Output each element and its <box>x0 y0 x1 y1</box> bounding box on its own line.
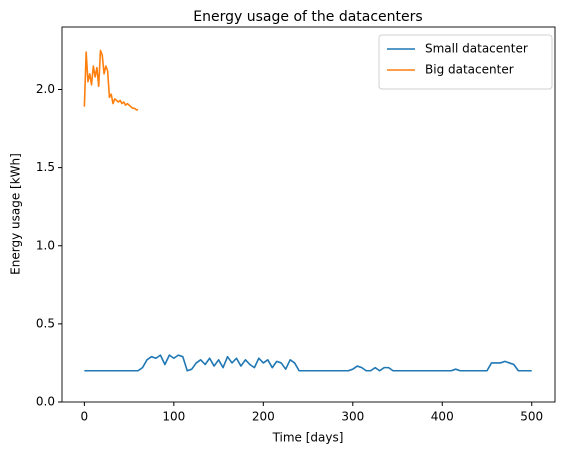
y-tick-label: 2.0 <box>36 82 55 96</box>
legend-box <box>378 34 553 90</box>
x-axis-label: Time [days] <box>272 431 344 445</box>
y-tick-label: 0.0 <box>36 395 55 409</box>
plot-frame <box>61 26 556 403</box>
legend-label: Small datacenter <box>425 42 528 56</box>
y-tick-label: 0.5 <box>36 316 55 330</box>
line <box>83 49 139 111</box>
y-tick-label: 1.5 <box>36 160 55 174</box>
y-axis-label: Energy usage [kWh] <box>9 153 23 275</box>
chart-title: Energy usage of the datacenters <box>193 9 422 25</box>
x-tick-label: 200 <box>252 410 275 424</box>
x-tick-label: 100 <box>162 410 185 424</box>
line <box>84 354 532 372</box>
y-tick-label: 1.0 <box>36 238 55 252</box>
x-tick-label: 300 <box>341 410 364 424</box>
legend-label: Big datacenter <box>425 63 514 77</box>
x-tick-label: 400 <box>431 410 454 424</box>
x-tick-label: 0 <box>81 410 89 424</box>
x-tick-label: 500 <box>520 410 543 424</box>
